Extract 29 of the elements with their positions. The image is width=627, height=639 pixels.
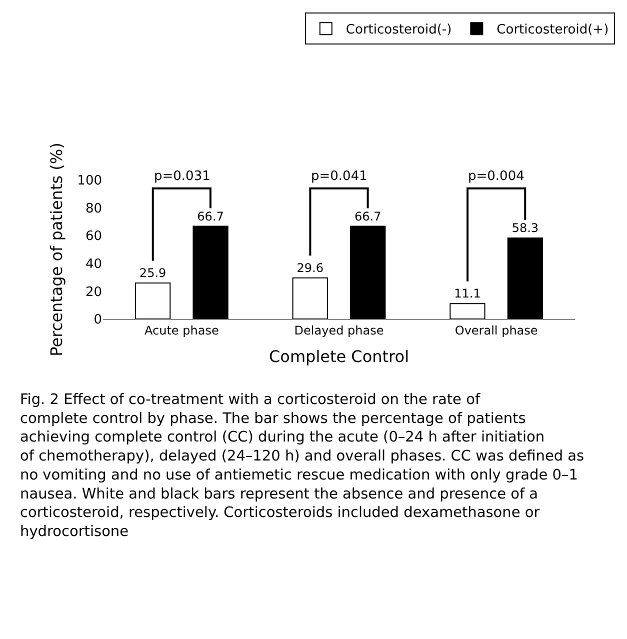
bar <box>192 226 228 319</box>
y-tick-label: 80 <box>85 201 102 216</box>
annotation: p=0.031 <box>154 169 210 184</box>
data-label: 66.7 <box>354 209 382 224</box>
bar <box>134 282 171 319</box>
caption: Fig. 2 Effect of co-treatment with a corticosteroid on the rate of complete control by phase. The bar shows the percentage of patients achieving complete control (CC) during the acute (0–24 h after initiation of chemotherapy), delayed (24–120 h) and overall phases. CC was defined as no vomiting and no use of antiemetic rescue medication with only grade 0–1 nausea. White and black bars represent the absence and presence of a corticosteroid, respectively. Corticosteroids included dexamethasone or hydrocortisone <box>20 392 584 540</box>
legend-label: Corticosteroid(+) <box>496 22 609 38</box>
bar <box>292 277 328 319</box>
data-label: 11.1 <box>454 286 481 301</box>
y-tick-label: 0 <box>94 312 102 328</box>
bar <box>507 237 544 319</box>
annotation: p=0.041 <box>311 169 368 184</box>
y-tick-label: 60 <box>85 229 102 244</box>
data-label: 58.3 <box>512 220 539 235</box>
x-tick-label: Acute phase <box>144 323 219 338</box>
bar <box>450 303 486 319</box>
data-label: 66.7 <box>197 209 224 224</box>
x-axis-title: Complete Control <box>268 347 410 366</box>
data-label: 29.6 <box>296 260 324 275</box>
bar <box>350 226 386 319</box>
x-tick-label: Overall phase <box>454 323 538 338</box>
y-axis-title: Percentage of patients (%) <box>47 142 66 356</box>
y-tick-label: 40 <box>85 256 102 272</box>
y-tick-label: 20 <box>85 284 102 300</box>
annotation: p=0.004 <box>468 169 524 184</box>
data-label: 25.9 <box>139 266 166 280</box>
y-tick-label: 100 <box>77 174 102 189</box>
x-tick-label: Delayed phase <box>294 323 384 338</box>
legend-label: Corticosteroid(-) <box>346 22 452 38</box>
